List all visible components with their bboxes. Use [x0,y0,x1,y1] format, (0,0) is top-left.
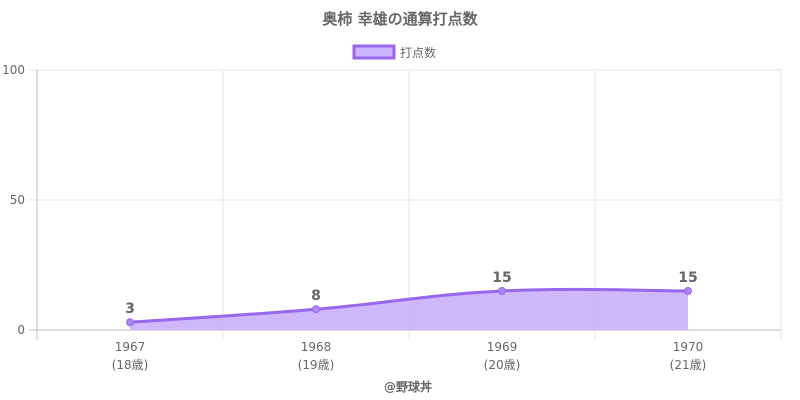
x-tick-label: 1969 [487,340,518,354]
x-tick-sublabel: (19歳) [298,358,335,372]
y-tick-label: 50 [10,193,25,207]
data-point[interactable] [126,318,134,327]
data-point[interactable] [312,305,320,314]
x-tick-sublabel: (18歳) [112,358,149,372]
x-tick-sublabel: (20歳) [484,358,521,372]
legend-label: 打点数 [400,45,436,60]
data-label: 8 [311,288,321,304]
data-point[interactable] [684,287,692,295]
series-line [129,287,689,324]
y-axis: 0 50 100 [2,63,38,340]
legend[interactable]: 打点数 [352,44,436,60]
data-point[interactable] [498,287,506,295]
series-area [130,289,688,330]
footer-credit: @野球丼 [384,379,432,394]
chart-title: 奥柿 幸雄の通算打点数 [322,10,478,28]
data-label: 3 [125,301,135,317]
x-tick-sublabel: (21歳) [670,358,707,372]
legend-swatch [352,44,396,60]
x-tick-label: 1967 [115,340,146,354]
y-tick-label: 0 [17,323,25,337]
x-tick-label: 1968 [301,340,332,354]
y-tick-label: 100 [2,63,25,77]
data-labels: 3 8 15 15 [125,270,698,317]
x-tick-label: 1970 [673,340,704,354]
x-axis: 1967 (18歳) 1968 (19歳) 1969 (20歳) 1970 (21歳) [112,340,707,372]
plot-area [126,287,692,330]
data-label: 15 [492,270,511,286]
data-label: 15 [678,270,697,286]
